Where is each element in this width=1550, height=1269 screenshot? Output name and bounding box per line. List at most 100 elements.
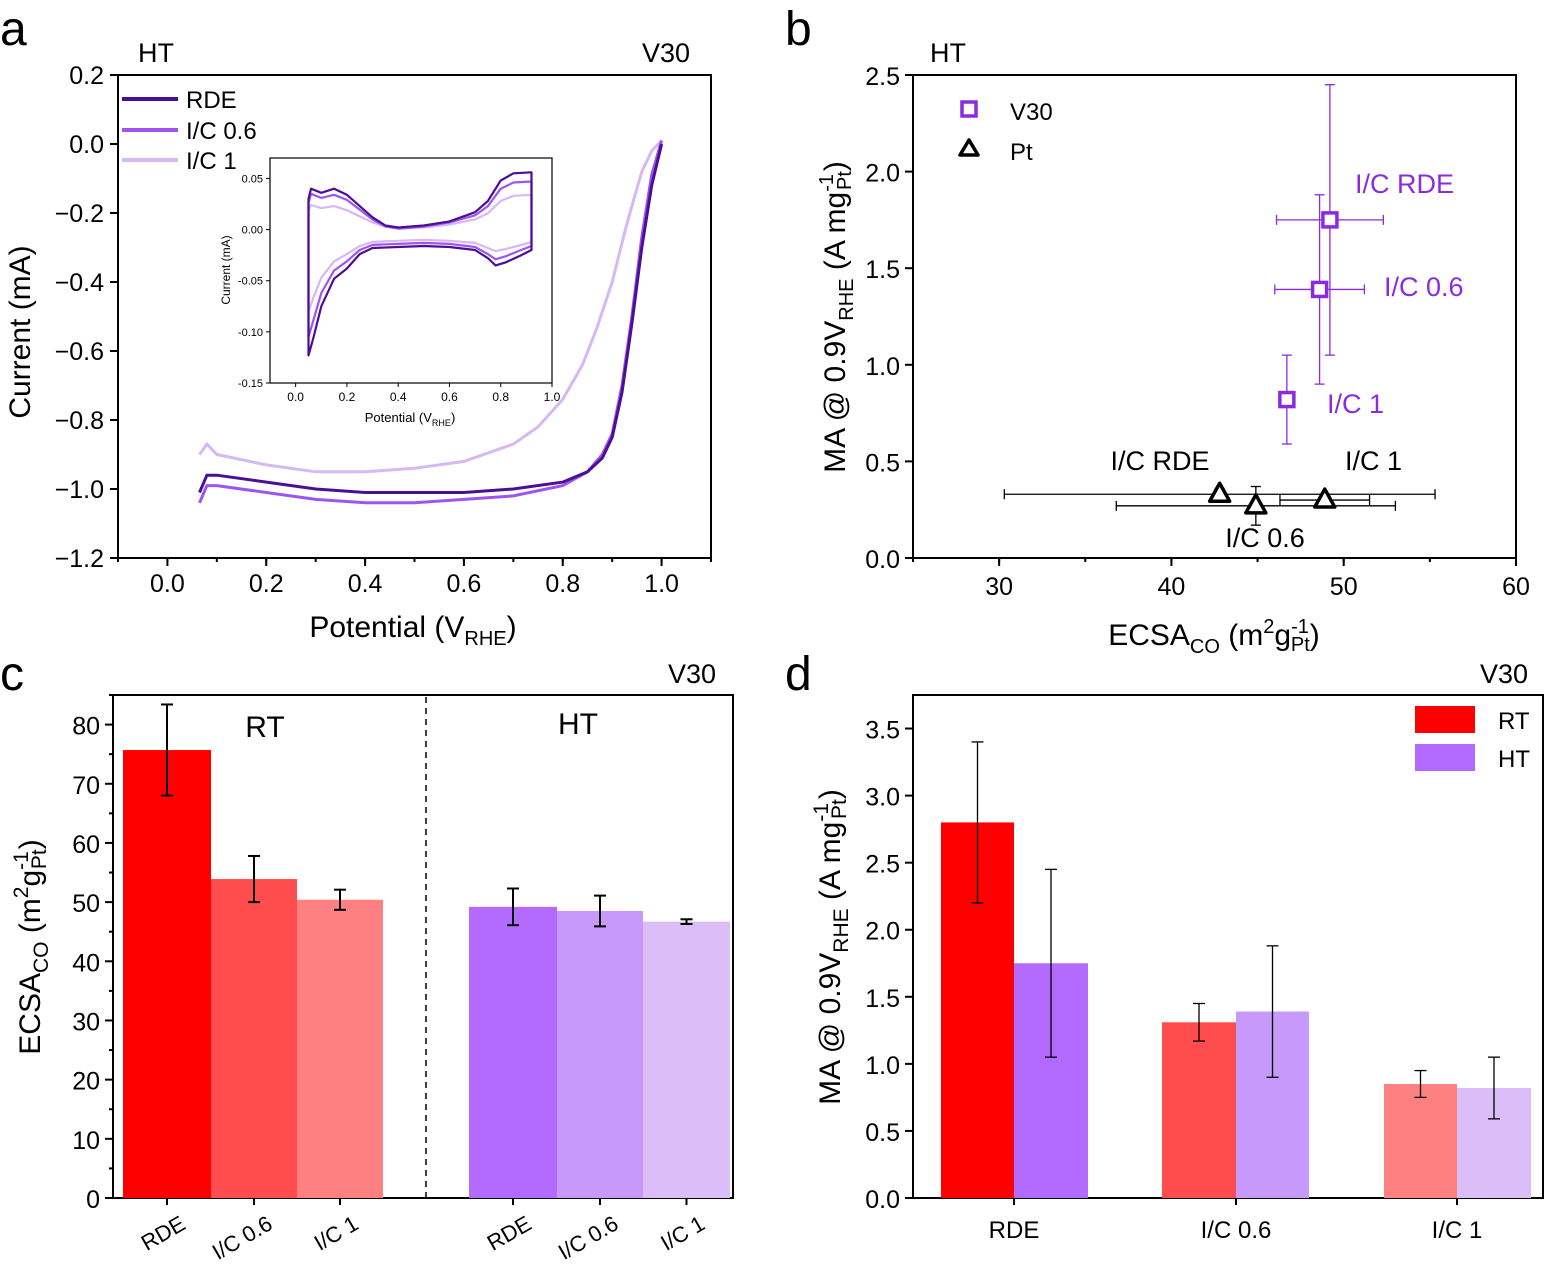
panel-b-corner-left: HT xyxy=(930,38,966,68)
y-tick-label: 0 xyxy=(86,1186,100,1214)
data-point-triangle xyxy=(1313,487,1337,509)
legend-label-v30: V30 xyxy=(1010,99,1053,126)
x-tick-label: 60 xyxy=(1502,573,1530,601)
panel-b-ticks: 30 40 50 60 0.0 0.5 1.0 1.5 2.0 2.5 xyxy=(865,63,1530,601)
panel-letter-a: a xyxy=(0,3,27,56)
x-tick-label: 40 xyxy=(1158,573,1186,601)
panel-d-y-axis-title: MA @ 0.9VRHE (A mg-1Pt) xyxy=(810,789,853,1105)
legend-label-ht: HT xyxy=(1498,746,1530,773)
y-tick-label: 2.0 xyxy=(865,918,900,946)
y-tick-label: 1.0 xyxy=(865,353,900,381)
panel-letter-b: b xyxy=(785,3,812,56)
panel-d-bar-chart: V30 0.0 0.5 1.0 1.5 2.0 2.5 3.0 3.5 RDE I/C 0.6 I/… xyxy=(810,659,1544,1244)
data-label: I/C 0.6 xyxy=(1384,272,1464,302)
y-tick-label: 40 xyxy=(72,949,100,977)
inset-series-line-ic1 xyxy=(307,193,533,313)
inset-series xyxy=(307,171,533,357)
y-tick-label: 0.2 xyxy=(69,62,104,90)
inset-series-line-ic06 xyxy=(307,180,533,339)
bar-rt xyxy=(1384,1083,1457,1198)
panel-letter-d: d xyxy=(785,648,812,701)
series-line-rde xyxy=(198,143,664,494)
y-tick-label: −0.4 xyxy=(55,269,104,297)
x-tick-label: RDE xyxy=(989,1217,1040,1244)
y-tick-label: 70 xyxy=(72,772,100,800)
x-tick-label: I/C 1 xyxy=(310,1211,363,1256)
x-tick-label: RDE xyxy=(137,1211,190,1256)
panel-b-x-axis-title: ECSACO (m2g-1 Pt) xyxy=(1108,616,1320,658)
y-tick-label: 60 xyxy=(72,831,100,859)
x-tick-label: I/C 1 xyxy=(1432,1217,1483,1244)
panel-a-series xyxy=(198,139,664,505)
data-label: I/C 1 xyxy=(1327,389,1384,419)
panel-d-legend: RT HT xyxy=(1415,706,1530,773)
panel-d-corner-right: V30 xyxy=(1480,659,1528,689)
y-tick-label: 20 xyxy=(72,1068,100,1096)
y-tick-label: 2.5 xyxy=(865,851,900,879)
panel-b-legend: V30 Pt xyxy=(958,99,1053,166)
x-tick-label: 0.2 xyxy=(249,570,284,598)
bar xyxy=(211,879,297,1198)
inset-y-axis-title: Current (mA) xyxy=(219,235,233,304)
x-tick-label: I/C 1 xyxy=(656,1211,709,1256)
inset-x-tick-label: 0.8 xyxy=(492,390,509,404)
panel-c-y-axis-title: ECSACO (m2g-1Pt) xyxy=(10,839,53,1054)
data-label: I/C 0.6 xyxy=(1225,523,1305,553)
panel-b-points: I/C RDE I/C 0.6 I/C 1 I/C RDE I/C 0.6 I/C 1 xyxy=(1003,84,1464,553)
x-tick-label: 0.8 xyxy=(545,570,580,598)
x-tick-label: I/C 0.6 xyxy=(554,1211,623,1265)
inset-x-tick-label: 0.4 xyxy=(390,390,407,404)
x-tick-label: 0.6 xyxy=(447,570,482,598)
y-tick-label: 30 xyxy=(72,1008,100,1036)
legend-label-pt: Pt xyxy=(1010,139,1033,166)
bar xyxy=(557,910,643,1198)
x-tick-label: RDE xyxy=(483,1211,536,1256)
y-tick-label: 50 xyxy=(72,890,100,918)
inset-y-tick-label: -0.10 xyxy=(238,327,263,339)
y-tick-label: 0.5 xyxy=(865,449,900,477)
y-tick-label: 1.0 xyxy=(865,1052,900,1080)
data-label: I/C 1 xyxy=(1345,446,1402,476)
legend-swatch-ht xyxy=(1415,744,1475,771)
inset-series-line-rde xyxy=(307,171,533,357)
y-tick-label: 0.0 xyxy=(865,1186,900,1214)
y-tick-label: 0.5 xyxy=(865,1119,900,1147)
panel-a-legend: RDE I/C 0.6 I/C 1 xyxy=(122,87,257,175)
inset-x-axis-title: Potential (VRHE) xyxy=(365,410,456,428)
bar xyxy=(123,750,211,1198)
x-tick-label: 0.0 xyxy=(150,570,185,598)
panel-d-bars xyxy=(941,741,1531,1198)
data-label: I/C RDE xyxy=(1355,169,1454,199)
inset-frame xyxy=(269,157,553,384)
data-point-square xyxy=(1310,280,1329,299)
x-tick-label: 50 xyxy=(1330,573,1358,601)
x-tick-label: 30 xyxy=(985,573,1013,601)
y-tick-label: −0.8 xyxy=(55,407,104,435)
y-tick-label: 2.0 xyxy=(865,160,900,188)
y-tick-label: −0.6 xyxy=(55,338,104,366)
x-tick-label: I/C 0.6 xyxy=(208,1211,277,1265)
y-tick-label: 2.5 xyxy=(865,63,900,91)
y-tick-label: 3.5 xyxy=(865,717,900,745)
inset-y-tick-label: -0.15 xyxy=(238,378,263,390)
panel-a-corner-left: HT xyxy=(138,38,174,68)
x-tick-label: 1.0 xyxy=(644,570,679,598)
panel-a-x-axis-title: Potential (VRHE) xyxy=(309,611,516,650)
panel-a-ticks: 0.0 0.2 0.4 0.6 0.8 1.0 −1.2 −1.0 −0.8 −0.6 −0.4 −0… xyxy=(55,62,712,598)
inset-y-tick-label: 0.00 xyxy=(242,225,263,237)
inset-x-tick-label: 0.2 xyxy=(339,390,356,404)
panel-letter-c: c xyxy=(0,648,24,701)
panel-a-cv-chart: HT V30 0.0 0.2 0.4 0.6 0.8 1.0 −1.2 −1.0 −0.8 −0.… xyxy=(4,38,712,650)
panel-d-ticks: 0.0 0.5 1.0 1.5 2.0 2.5 3.0 3.5 RDE I/C 0.6 I/C 1 xyxy=(865,717,1482,1244)
y-tick-label: 1.5 xyxy=(865,256,900,284)
panel-c-plot-frame xyxy=(112,694,734,1199)
x-tick-label: 0.4 xyxy=(348,570,383,598)
y-tick-label: −0.2 xyxy=(55,200,104,228)
legend-label-rde: RDE xyxy=(186,87,237,114)
y-tick-label: 1.5 xyxy=(865,985,900,1013)
panel-b-plot-frame xyxy=(912,74,1517,559)
legend-marker-pt xyxy=(958,138,980,157)
y-tick-label: −1.2 xyxy=(55,545,104,573)
data-point-square xyxy=(1321,211,1339,229)
